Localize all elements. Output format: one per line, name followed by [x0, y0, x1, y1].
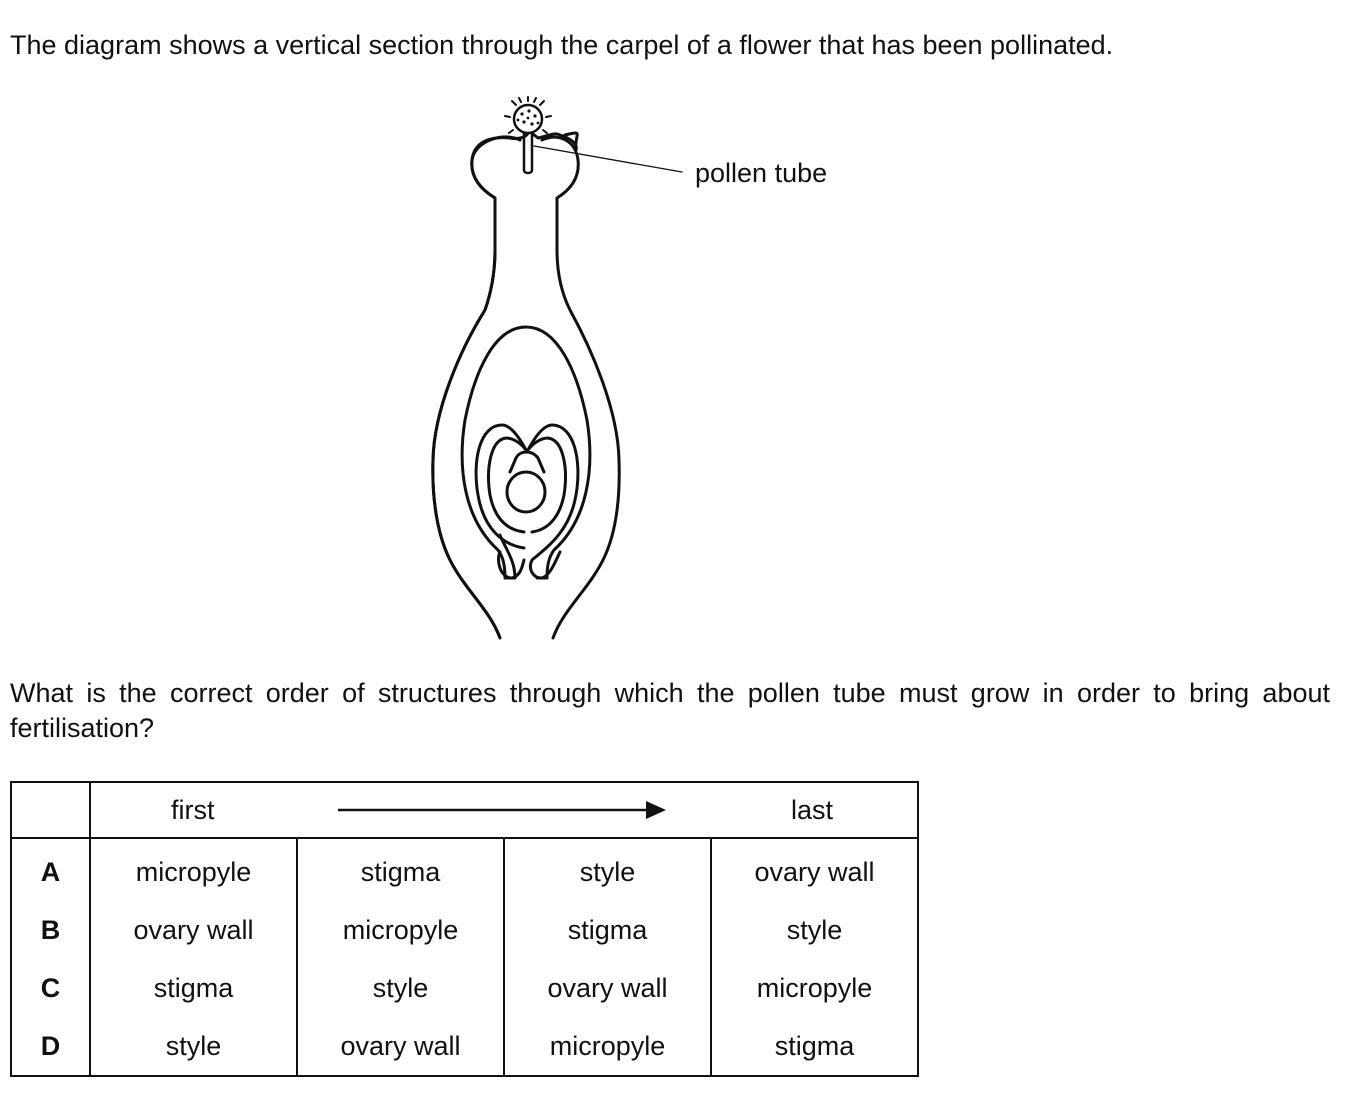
table-cell: ovary wall — [503, 959, 712, 1017]
table-cell: micropyle — [89, 838, 298, 901]
intro-text: The diagram shows a vertical section thr… — [10, 30, 1114, 60]
table-cell: stigma — [296, 838, 505, 901]
right-arrow-icon — [338, 801, 666, 819]
table-cell: micropyle — [503, 1017, 712, 1077]
ovary-cavity — [460, 325, 592, 580]
table-row: B ovary wall micropyle stigma style — [10, 901, 919, 959]
table-cell: stigma — [710, 1017, 919, 1077]
pollen-tube-label-line — [533, 145, 683, 173]
header-first: first — [171, 795, 215, 825]
header-last: last — [791, 795, 834, 825]
pollen-tube-label: pollen tube — [695, 158, 827, 188]
table-cell: ovary wall — [89, 901, 298, 959]
question-text: What is the correct order of structures … — [10, 678, 1330, 743]
table-cell: style — [296, 959, 505, 1017]
ovule-right — [526, 423, 580, 580]
header-order-cell: first last — [89, 781, 919, 839]
table-cell: style — [89, 1017, 298, 1077]
table-cell: stigma — [503, 901, 712, 959]
option-letter: B — [10, 901, 91, 959]
ovule-left — [474, 423, 528, 550]
table-cell: style — [710, 901, 919, 959]
table-cell: ovary wall — [296, 1017, 505, 1077]
ovum — [505, 470, 547, 514]
table-header-row: first last — [10, 781, 919, 839]
answer-table: first last A micropyle stigma style ovar… — [10, 781, 919, 1077]
option-letter: C — [10, 959, 91, 1017]
carpel-diagram: pollen tube — [431, 96, 827, 640]
header-blank-cell — [10, 781, 91, 839]
pollen-tube — [522, 130, 534, 175]
table-cell: ovary wall — [710, 838, 919, 901]
pollen-grain — [504, 96, 552, 135]
option-letter: A — [10, 838, 91, 901]
table-cell: micropyle — [296, 901, 505, 959]
table-row: C stigma style ovary wall micropyle — [10, 959, 919, 1017]
table-cell: style — [503, 838, 712, 901]
table-row: A micropyle stigma style ovary wall — [10, 838, 919, 901]
option-letter: D — [10, 1017, 91, 1077]
table-cell: micropyle — [710, 959, 919, 1017]
table-cell: stigma — [89, 959, 298, 1017]
table-row: D style ovary wall micropyle stigma — [10, 1017, 919, 1077]
